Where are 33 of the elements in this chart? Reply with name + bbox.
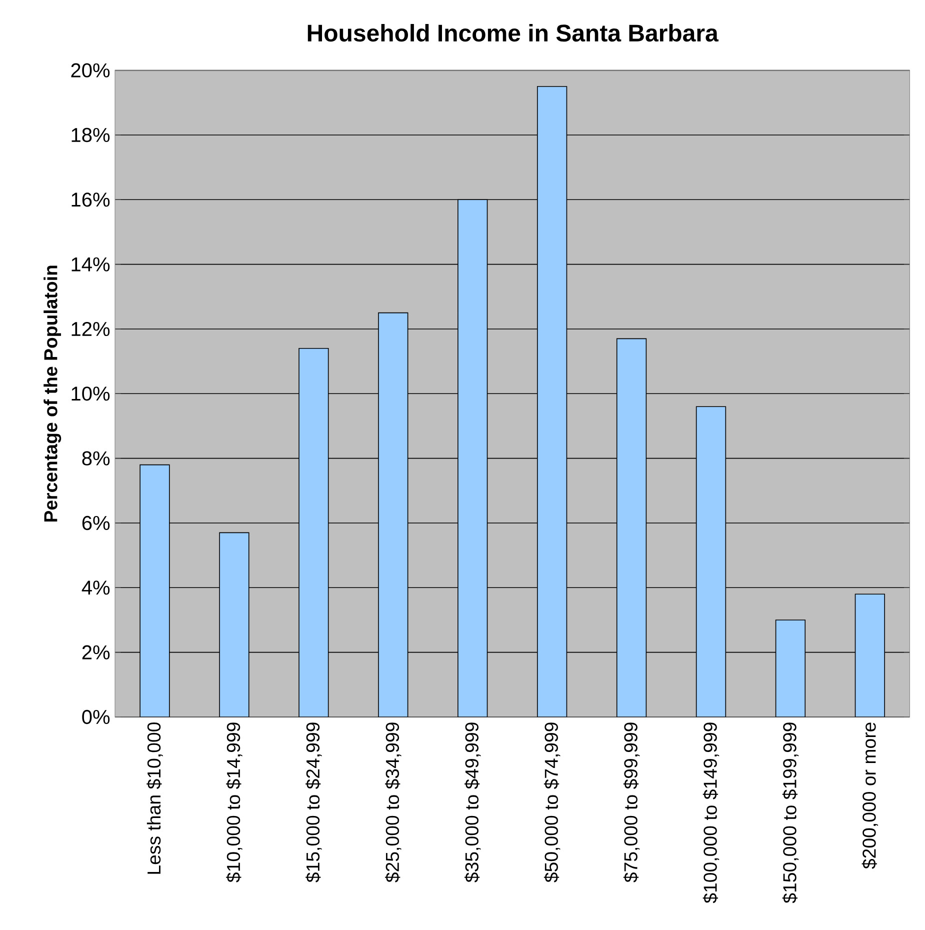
y-axis-title: Percentage of the Populatoin — [44, 266, 62, 522]
y-tick-label: 14% — [72, 257, 110, 272]
y-tick-label: 18% — [72, 128, 110, 142]
y-tick-label: 2% — [82, 645, 110, 660]
y-tick-label: 16% — [72, 192, 110, 207]
bar — [219, 532, 250, 717]
y-tick-label: 0% — [82, 710, 110, 724]
x-tick-label: $25,000 to $34,999 — [385, 722, 402, 882]
bar — [616, 338, 647, 717]
bar — [775, 620, 806, 717]
y-tick-label: 20% — [71, 63, 110, 78]
y-tick-label: 6% — [82, 516, 110, 530]
x-tick-label: $15,000 to $24,999 — [306, 722, 322, 882]
bar — [854, 594, 885, 717]
x-tick-label: $35,000 to $49,999 — [464, 722, 481, 882]
x-tick-label: $75,000 to $99,999 — [623, 722, 640, 882]
x-tick-label: $10,000 to $14,999 — [226, 722, 242, 882]
bar — [696, 406, 726, 717]
x-tick-label: $100,000 to $149,999 — [702, 722, 720, 904]
bar — [536, 86, 568, 717]
chart-title: Household Income in Santa Barbara — [308, 24, 719, 42]
y-tick-label: 4% — [82, 580, 110, 595]
x-tick-label: $50,000 to $74,999 — [544, 722, 560, 882]
bar — [378, 312, 408, 717]
x-tick-label: $150,000 to $199,999 — [782, 722, 799, 904]
y-tick-label: 12% — [72, 322, 110, 336]
bar — [140, 464, 170, 717]
bar — [298, 348, 329, 717]
bar — [458, 199, 488, 717]
x-tick-label: Less than $10,000 — [146, 722, 163, 874]
y-tick-label: 8% — [82, 451, 110, 466]
y-tick-label: 10% — [72, 386, 110, 401]
x-tick-label: $200,000 or more — [862, 722, 878, 869]
